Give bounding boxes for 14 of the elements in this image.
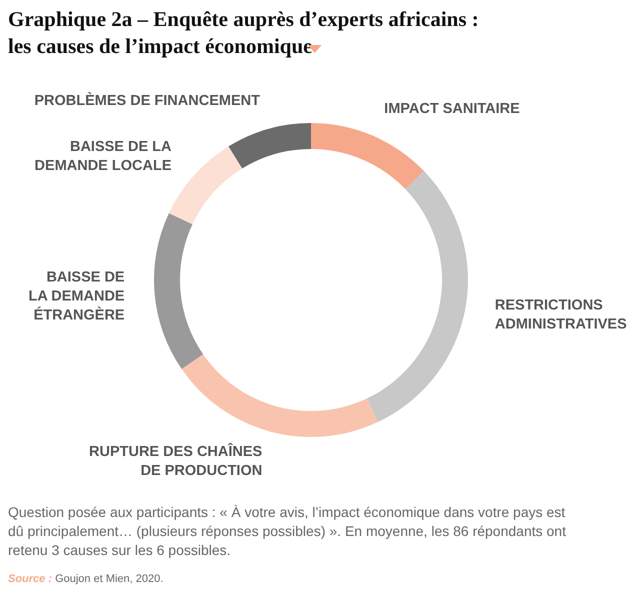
donut-slice bbox=[366, 171, 468, 422]
donut-slice bbox=[228, 123, 311, 169]
text: Question posée aux participants : « À votre avis, l’impact économique dans votre pays est dû principalement… (plusieurs réponses possibles) ». En moyenne, les 86 répondants ont retenu 3 causes sur les 6 possibles. bbox=[8, 504, 566, 558]
slice-label: BAISSE DE LA DEMANDE ÉTRANGÈRE bbox=[28, 269, 125, 324]
slice-label: RUPTURE DES CHAÎNES DE PRODUCTION bbox=[89, 443, 263, 480]
donut-slice bbox=[182, 354, 378, 437]
slice-label: PROBLÈMES DE FINANCEMENT bbox=[34, 92, 260, 110]
slice-label: BAISSE DE LA DEMANDE LOCALE bbox=[34, 138, 172, 174]
chart-title: Graphique 2a – Enquête auprès d’experts africains : les causes de l’impact économique bbox=[8, 7, 479, 58]
slice-label: IMPACT SANITAIRE bbox=[384, 100, 520, 117]
donut-slice bbox=[311, 123, 424, 190]
donut-slice bbox=[154, 213, 204, 370]
source-note: Source : Goujon et Mien, 2020. bbox=[8, 573, 164, 585]
slice-label: RESTRICTIONS ADMINISTRATIVES bbox=[494, 297, 628, 332]
